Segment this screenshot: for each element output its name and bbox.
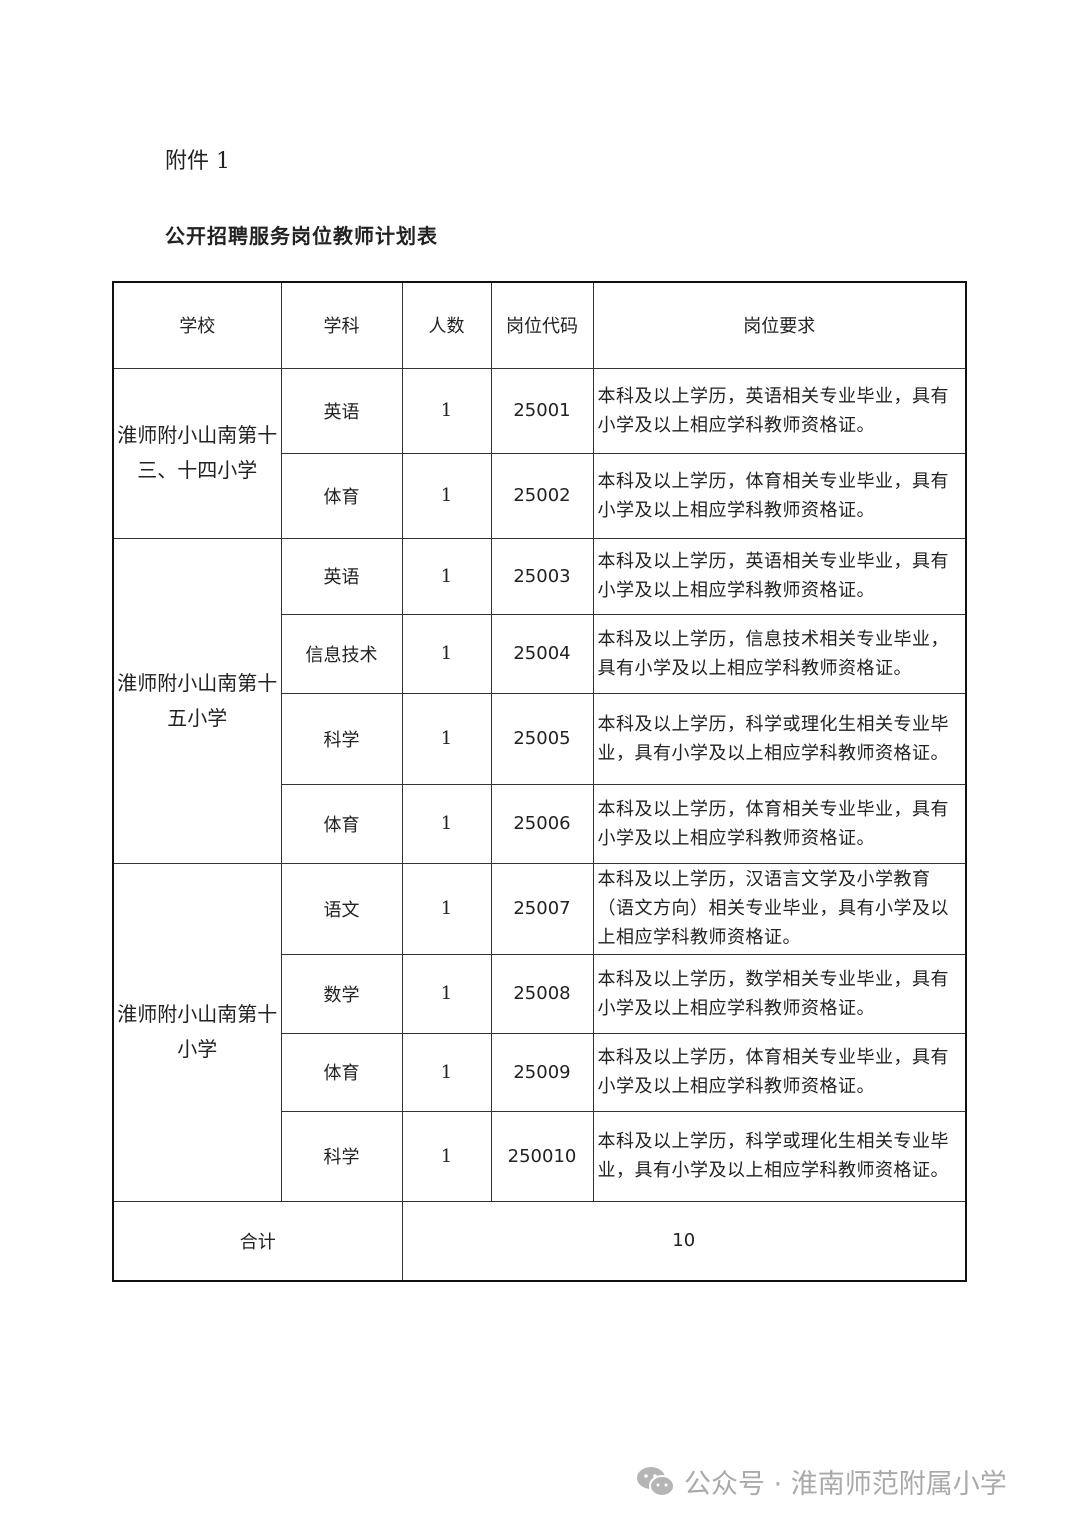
table-row: 体育 1 25009 本科及以上学历，体育相关专业毕业，具有小学及以上相应学科教师资格… [113, 1032, 967, 1112]
table-row: 淮师附小山南第十三、十四小学 英语 1 25001 本科及以上学历，英语相关专业毕业，具… [112, 367, 967, 539]
count-cell: 1 [401, 783, 492, 864]
table-row: 淮师附小山南第十小学 语文 1 25007 本科及以上学历，汉语言文学及小学教育（语文方… [112, 862, 967, 1202]
count-cell: 1 [401, 953, 492, 1034]
table-row: 淮师附小山南第十五小学 英语 1 25003 本科及以上学历，英语相关专业毕业，具有小学… [112, 537, 967, 864]
header-row: 学校 学科 人数 岗位代码 岗位要求 [112, 281, 967, 369]
requirement-cell: 本科及以上学历，体育相关专业毕业，具有小学及以上相应学科教师资格证。 [592, 783, 967, 864]
header-school: 学校 [112, 281, 282, 369]
count-cell: 1 [401, 1032, 492, 1112]
school-cell: 淮师附小山南第十小学 [112, 862, 282, 1202]
requirement-cell: 本科及以上学历，数学相关专业毕业，具有小学及以上相应学科教师资格证。 [592, 953, 967, 1034]
count-cell: 1 [401, 452, 492, 539]
requirement-cell: 本科及以上学历，信息技术相关专业毕业，具有小学及以上相应学科教师资格证。 [592, 613, 967, 694]
code-cell: 25003 [490, 537, 594, 615]
subject-cell: 信息技术 [280, 613, 403, 694]
school-cell: 淮师附小山南第十五小学 [112, 537, 282, 864]
code-cell: 25001 [490, 367, 594, 454]
watermark: 公众号 · 淮南师范附属小学 [636, 1462, 1007, 1501]
code-cell: 25004 [490, 613, 594, 694]
table-row: 体育 1 25006 本科及以上学历，体育相关专业毕业，具有小学及以上相应学科教师资格… [113, 783, 967, 864]
table-row: 体育 1 25002 本科及以上学历，体育相关专业毕业，具有小学及以上相应学科教师资格… [113, 452, 967, 539]
table-row: 信息技术 1 25004 本科及以上学历，信息技术相关专业毕业，具有小学及以上相应学科… [113, 613, 967, 694]
attachment-label: 附件 1 [165, 149, 230, 174]
requirement-cell: 本科及以上学历，英语相关专业毕业，具有小学及以上相应学科教师资格证。 [592, 537, 967, 615]
table-row: 数学 1 25008 本科及以上学历，数学相关专业毕业，具有小学及以上相应学科教师资格… [113, 953, 967, 1034]
requirement-cell: 本科及以上学历，体育相关专业毕业，具有小学及以上相应学科教师资格证。 [592, 452, 967, 539]
code-cell: 25008 [490, 953, 594, 1034]
header-count: 人数 [401, 281, 492, 369]
code-cell: 25005 [490, 692, 594, 785]
table-row: 科学 1 250010 本科及以上学历，科学或理化生相关专业毕业，具有小学及以上相应学… [113, 1110, 967, 1202]
header-subject: 学科 [280, 281, 403, 369]
subject-cell: 英语 [280, 367, 403, 454]
subject-cell: 体育 [280, 783, 403, 864]
count-cell: 1 [401, 367, 492, 454]
requirement-cell: 本科及以上学历，体育相关专业毕业，具有小学及以上相应学科教师资格证。 [592, 1032, 967, 1112]
count-cell: 1 [401, 613, 492, 694]
watermark-text: 公众号 · 淮南师范附属小学 [684, 1469, 1007, 1500]
total-value: 10 [401, 1200, 967, 1282]
total-row: 合计 10 [112, 1200, 967, 1282]
count-cell: 1 [401, 537, 492, 615]
subject-cell: 体育 [280, 1032, 403, 1112]
document-title: 公开招聘服务岗位教师计划表 [165, 224, 438, 248]
code-cell: 25006 [490, 783, 594, 864]
header-code: 岗位代码 [490, 281, 594, 369]
count-cell: 1 [401, 692, 492, 785]
count-cell: 1 [401, 1110, 492, 1202]
header-requirement: 岗位要求 [592, 281, 967, 369]
requirement-cell: 本科及以上学历，科学或理化生相关专业毕业，具有小学及以上相应学科教师资格证。 [592, 692, 967, 785]
subject-cell: 科学 [280, 1110, 403, 1202]
total-label: 合计 [112, 1200, 403, 1282]
code-cell: 250010 [490, 1110, 594, 1202]
requirement-cell: 本科及以上学历，科学或理化生相关专业毕业，具有小学及以上相应学科教师资格证。 [592, 1110, 967, 1202]
subject-cell: 体育 [280, 452, 403, 539]
school-cell: 淮师附小山南第十三、十四小学 [112, 367, 282, 539]
subject-cell: 科学 [280, 692, 403, 785]
subject-cell: 语文 [280, 862, 403, 955]
requirement-cell: 本科及以上学历，英语相关专业毕业，具有小学及以上相应学科教师资格证。 [592, 367, 967, 454]
count-cell: 1 [401, 862, 492, 955]
code-cell: 25007 [490, 862, 594, 955]
subject-cell: 英语 [280, 537, 403, 615]
wechat-icon [637, 1466, 675, 1497]
code-cell: 25002 [490, 452, 594, 539]
code-cell: 25009 [490, 1032, 594, 1112]
subject-cell: 数学 [280, 953, 403, 1034]
teacher-plan-table: 学校 学科 人数 岗位代码 岗位要求 淮师附小山南第十三、十四小学 英语 1 2500… [112, 281, 967, 1282]
requirement-cell: 本科及以上学历，汉语言文学及小学教育（语文方向）相关专业毕业，具有小学及以上相应… [592, 862, 967, 955]
